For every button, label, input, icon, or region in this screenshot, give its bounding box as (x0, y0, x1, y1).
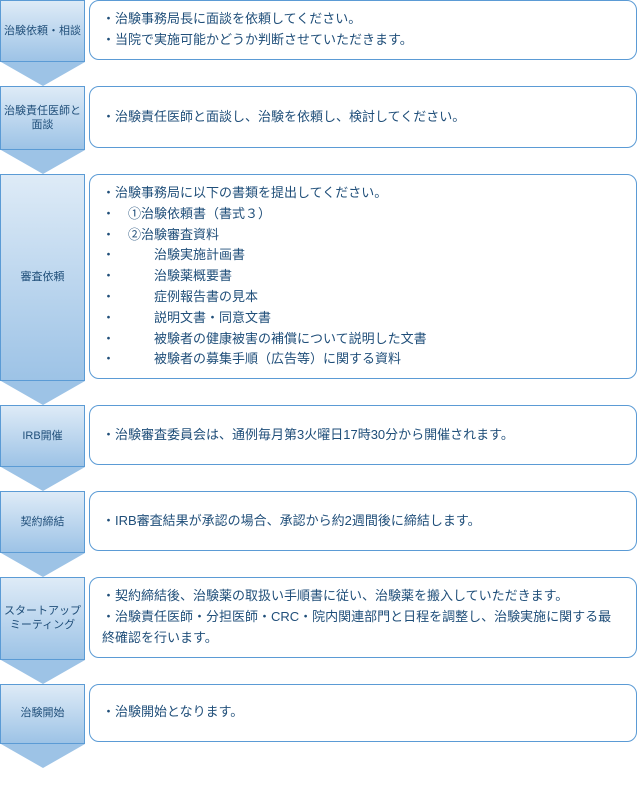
content-line: ・契約締結後、治験薬の取扱い手順書に従い、治験薬を搬入していただきます。 (102, 586, 624, 607)
chevron-down-icon (1, 553, 85, 577)
chevron-down-icon (1, 62, 85, 86)
step-label: スタートアップミーティング (0, 577, 85, 659)
content-line: ・IRB審査結果が承認の場合、承認から約2週間後に締結します。 (102, 511, 624, 532)
chevron-down-icon (1, 660, 85, 684)
step-label-column: IRB開催 (0, 405, 85, 491)
step-label-column: 審査依頼 (0, 174, 85, 405)
step-label-column: 契約締結 (0, 491, 85, 577)
content-line: ・治験事務局長に面談を依頼してください。 (102, 9, 624, 30)
step-label-column: スタートアップミーティング (0, 577, 85, 683)
content-line: ・ 説明文書・同意文書 (102, 308, 624, 329)
step-content: ・契約締結後、治験薬の取扱い手順書に従い、治験薬を搬入していただきます。・治験責… (89, 577, 637, 657)
step-content: ・治験開始となります。 (89, 684, 637, 742)
flow-step: IRB開催・治験審査委員会は、通例毎月第3火曜日17時30分から開催されます。 (0, 405, 637, 491)
clinical-trial-flowchart: 治験依頼・相談・治験事務局長に面談を依頼してください。・当院で実施可能かどうか判… (0, 0, 637, 768)
step-label-column: 治験依頼・相談 (0, 0, 85, 86)
content-line: ・ 被験者の健康被害の補償について説明した文書 (102, 329, 624, 350)
content-line: ・治験開始となります。 (102, 702, 624, 723)
chevron-down-icon (1, 150, 85, 174)
step-label-column: 治験責任医師と面談 (0, 86, 85, 174)
step-content: ・治験審査委員会は、通例毎月第3火曜日17時30分から開催されます。 (89, 405, 637, 465)
content-line: ・治験審査委員会は、通例毎月第3火曜日17時30分から開催されます。 (102, 425, 624, 446)
chevron-down-icon (1, 467, 85, 491)
step-label: 治験責任医師と面談 (0, 86, 85, 150)
content-line: ・ 被験者の募集手順（広告等）に関する資料 (102, 349, 624, 370)
content-line: ・ 治験薬概要書 (102, 266, 624, 287)
content-line: ・治験事務局に以下の書類を提出してください。 (102, 183, 624, 204)
step-label: 治験依頼・相談 (0, 0, 85, 62)
content-line: ・ 症例報告書の見本 (102, 287, 624, 308)
step-label: 契約締結 (0, 491, 85, 553)
content-line: ・ 治験実施計画書 (102, 245, 624, 266)
step-content: ・治験事務局長に面談を依頼してください。・当院で実施可能かどうか判断させていただ… (89, 0, 637, 60)
step-label: IRB開催 (0, 405, 85, 467)
step-label: 審査依頼 (0, 174, 85, 381)
flow-step: 審査依頼・治験事務局に以下の書類を提出してください。・ ①治験依頼書（書式３）・… (0, 174, 637, 405)
step-content: ・治験責任医師と面談し、治験を依頼し、検討してください。 (89, 86, 637, 148)
flow-step: 治験依頼・相談・治験事務局長に面談を依頼してください。・当院で実施可能かどうか判… (0, 0, 637, 86)
step-label-column: 治験開始 (0, 684, 85, 768)
content-line: ・当院で実施可能かどうか判断させていただきます。 (102, 30, 624, 51)
flow-step: 治験開始・治験開始となります。 (0, 684, 637, 768)
step-label: 治験開始 (0, 684, 85, 744)
flow-step: 契約締結・IRB審査結果が承認の場合、承認から約2週間後に締結します。 (0, 491, 637, 577)
flow-step: スタートアップミーティング・契約締結後、治験薬の取扱い手順書に従い、治験薬を搬入… (0, 577, 637, 683)
step-content: ・IRB審査結果が承認の場合、承認から約2週間後に締結します。 (89, 491, 637, 551)
content-line: ・治験責任医師・分担医師・CRC・院内関連部門と日程を調整し、治験実施に関する最… (102, 607, 624, 649)
flow-step: 治験責任医師と面談・治験責任医師と面談し、治験を依頼し、検討してください。 (0, 86, 637, 174)
step-content: ・治験事務局に以下の書類を提出してください。・ ①治験依頼書（書式３）・ ②治験… (89, 174, 637, 379)
content-line: ・治験責任医師と面談し、治験を依頼し、検討してください。 (102, 107, 624, 128)
content-line: ・ ②治験審査資料 (102, 225, 624, 246)
content-line: ・ ①治験依頼書（書式３） (102, 204, 624, 225)
chevron-down-icon (1, 381, 85, 405)
chevron-down-icon (1, 744, 85, 768)
